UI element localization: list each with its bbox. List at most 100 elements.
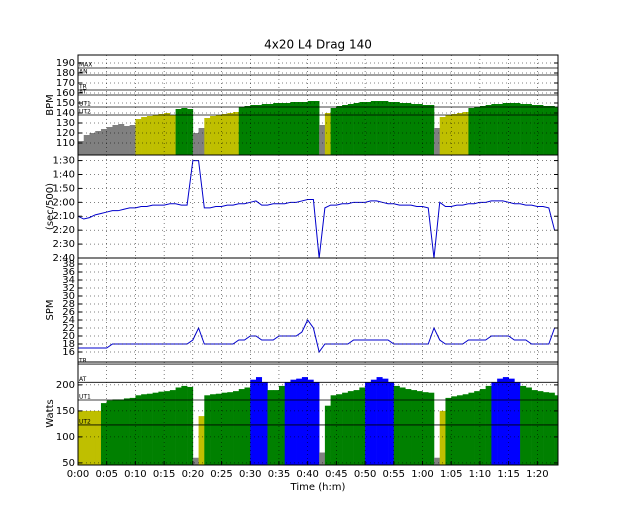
area-bar: [210, 116, 217, 155]
area-bar: [353, 103, 360, 155]
x-tick-label: 1:15: [497, 469, 519, 480]
area-bar: [118, 399, 125, 465]
area-bar: [422, 105, 429, 155]
area-bar: [83, 135, 90, 155]
x-tick-label: 1:05: [440, 469, 462, 480]
area-bar: [479, 389, 486, 465]
area-bar: [112, 399, 119, 465]
area-bar: [520, 385, 527, 465]
area-bar: [290, 102, 297, 155]
area-bar: [548, 106, 555, 155]
panel: [78, 101, 558, 155]
y-tick-label: 170: [56, 78, 75, 89]
area-bar: [267, 390, 274, 465]
area-bar: [221, 392, 228, 465]
area-bar: [468, 392, 475, 465]
area-bar: [187, 109, 194, 155]
x-tick-label: 0:45: [325, 469, 347, 480]
area-bar: [169, 390, 176, 465]
area-bar: [525, 104, 532, 155]
area-bar: [433, 457, 441, 465]
area-bar: [416, 391, 423, 465]
zone-label: UT1: [79, 101, 91, 108]
y-axis-label: Watts: [45, 399, 56, 427]
area-bar: [439, 410, 446, 465]
area-bar: [215, 115, 222, 155]
area-bar: [244, 106, 251, 155]
area-bar: [135, 395, 142, 465]
y-tick-label: 2:20: [53, 225, 75, 236]
area-bar: [123, 126, 130, 155]
area-bar: [233, 391, 240, 465]
zone-label: AT: [79, 89, 87, 96]
y-tick-label: 18: [62, 339, 75, 350]
y-tick-label: 16: [62, 347, 75, 358]
area-bar: [388, 382, 395, 465]
area-bar: [255, 377, 263, 465]
area-bar: [227, 392, 234, 465]
area-bar: [474, 391, 481, 465]
x-tick-label: 0:15: [153, 469, 175, 480]
area-bar: [370, 101, 377, 155]
chart-title: 4x20 L4 Drag 140: [264, 38, 372, 52]
area-bar: [301, 102, 308, 155]
area-bar: [445, 115, 452, 155]
area-bar: [491, 382, 498, 465]
area-bar: [405, 103, 412, 155]
area-bar: [267, 104, 274, 155]
x-tick-label: 0:05: [95, 469, 117, 480]
area-bar: [508, 103, 515, 155]
area-bar: [204, 395, 211, 465]
area-bar: [301, 377, 308, 465]
area-bar: [399, 103, 406, 155]
area-bar: [537, 391, 544, 465]
y-tick-label: 20: [62, 331, 75, 342]
y-axis-label: BPM: [45, 94, 56, 116]
area-bar: [399, 387, 406, 465]
x-axis-label: Time (h:m): [290, 482, 346, 493]
area-bar: [89, 410, 96, 465]
x-tick-label: 1:00: [411, 469, 433, 480]
zone-label: UT2: [79, 418, 91, 425]
area-bar: [250, 105, 257, 155]
area-bar: [244, 387, 251, 465]
area-bar: [255, 105, 263, 155]
area-bar: [169, 115, 176, 155]
area-bar: [319, 125, 326, 155]
area-bar: [479, 106, 486, 155]
y-axis-label: SPM: [45, 299, 56, 320]
area-bar: [393, 385, 400, 465]
area-bar: [135, 119, 142, 155]
area-bar: [278, 385, 285, 465]
area-bar: [445, 397, 452, 465]
y-tick-label: 2:00: [53, 197, 75, 208]
area-bar: [210, 394, 217, 465]
x-tick-label: 1:20: [526, 469, 548, 480]
y-tick-label: 180: [56, 68, 75, 79]
line: [78, 319, 556, 354]
area-bar: [405, 389, 412, 465]
area-bar: [548, 392, 555, 465]
area-bar: [537, 105, 544, 155]
area-bar: [393, 102, 400, 155]
area-bar: [365, 382, 372, 465]
zone-label: TR: [78, 358, 87, 365]
y-tick-label: 38: [62, 259, 75, 270]
area-bar: [284, 103, 291, 155]
y-tick-label: 1:50: [53, 183, 75, 194]
area-bar: [313, 382, 320, 465]
y-tick-label: 1:30: [53, 156, 75, 167]
y-tick-label: 32: [62, 283, 75, 294]
area-bar: [158, 114, 165, 155]
area-bar: [313, 101, 320, 155]
area-bar: [152, 392, 159, 465]
area-bar: [141, 117, 148, 155]
y-tick-label: 2:10: [53, 211, 75, 222]
area-bar: [422, 392, 429, 465]
x-tick-label: 0:35: [268, 469, 290, 480]
area-bar: [192, 133, 199, 155]
area-bar: [324, 113, 331, 155]
area-bar: [433, 128, 441, 155]
area-bar: [187, 386, 194, 465]
